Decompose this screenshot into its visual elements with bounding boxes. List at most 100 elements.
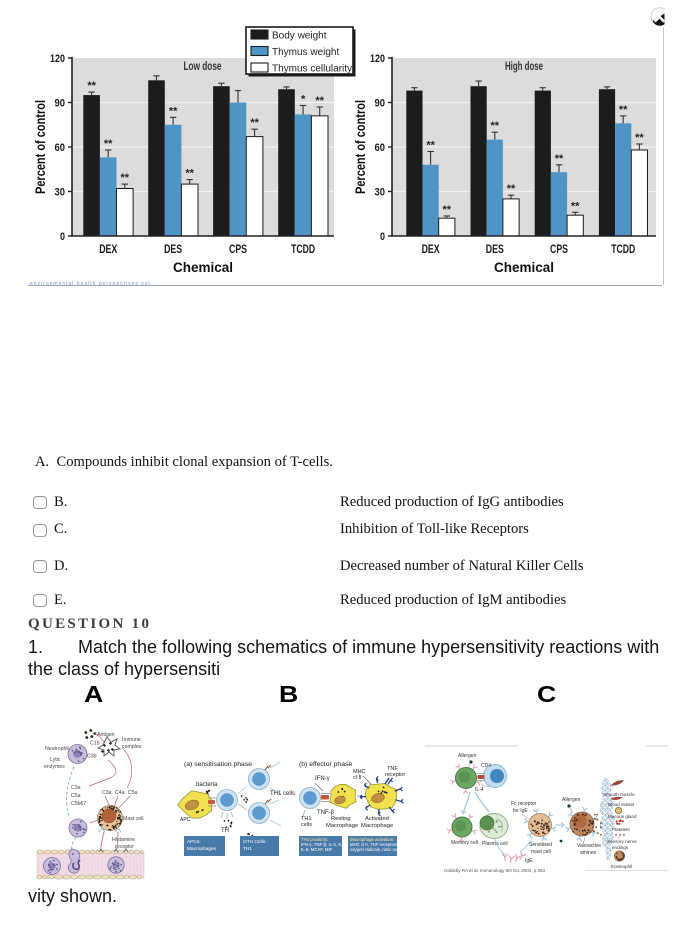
svg-text:30: 30 [375, 187, 386, 199]
svg-text:Thymus weight: Thymus weight [272, 47, 339, 58]
svg-text:Percent of control: Percent of control [33, 100, 48, 194]
svg-text:Platelets: Platelets [612, 827, 630, 832]
svg-text:Antigen: Antigen [97, 732, 115, 738]
svg-text:TCDD: TCDD [611, 244, 635, 256]
svg-text:C3a: C3a [71, 785, 81, 791]
svg-text:Percent of control: Percent of control [353, 100, 368, 194]
svg-text:TNF: TNF [387, 766, 398, 772]
svg-text:(a) sensitisation phase: (a) sensitisation phase [184, 761, 252, 768]
svg-text:for IgE: for IgE [513, 808, 528, 814]
svg-text:**: ** [426, 140, 435, 152]
svg-text:Chemical: Chemical [173, 260, 233, 275]
svg-text:Body weight: Body weight [272, 30, 327, 41]
svg-text:DEX: DEX [422, 244, 440, 256]
svg-text:120: 120 [50, 53, 65, 65]
svg-text:Low dose: Low dose [184, 61, 222, 73]
svg-text:DEX: DEX [99, 244, 117, 256]
svg-text:IFN-γ: IFN-γ [315, 776, 330, 782]
svg-text:C3b: C3b [87, 754, 97, 760]
svg-text:CD4: CD4 [481, 763, 491, 769]
svg-text:**: ** [87, 80, 96, 92]
svg-text:Goldsby RA et al. Immunology: Goldsby RA et al. Immunology 6th Ed, 200… [444, 868, 546, 873]
svg-text:bacteria: bacteria [196, 782, 218, 788]
svg-text:C3a: C3a [102, 790, 112, 796]
svg-text:receptor: receptor [115, 844, 134, 850]
svg-text:**: ** [121, 172, 130, 184]
svg-text:**: ** [635, 132, 644, 144]
svg-text:IgE: IgE [525, 858, 533, 864]
svg-text:**: ** [315, 95, 324, 107]
svg-text:Thymus cellularity: Thymus cellularity [272, 63, 352, 74]
svg-text:120: 120 [370, 53, 385, 65]
svg-text:Mucous gland: Mucous gland [608, 814, 637, 819]
svg-text:TH1 cells: TH1 cells [270, 791, 295, 797]
svg-text:Neutrophil: Neutrophil [45, 746, 69, 752]
svg-text:0: 0 [60, 231, 65, 243]
svg-text:Allergen: Allergen [562, 797, 581, 803]
svg-text:Histamine: Histamine [112, 837, 135, 843]
svg-text:High dose: High dose [505, 61, 543, 73]
svg-text:Blood vessel: Blood vessel [608, 802, 634, 807]
svg-text:**: ** [619, 104, 628, 116]
svg-text:**: ** [185, 168, 194, 180]
svg-text:Memory cell: Memory cell [451, 840, 478, 846]
svg-text:OTH Cells:: OTH Cells: [243, 839, 266, 845]
svg-text:*: * [301, 94, 306, 106]
svg-text:complex: complex [122, 744, 142, 750]
svg-text:Mast cell: Mast cell [123, 816, 143, 822]
svg-text:DES: DES [164, 244, 182, 256]
svg-text:IL-8, MCAF, MIF: IL-8, MCAF, MIF [301, 847, 333, 852]
svg-text:Activated: Activated [365, 816, 389, 822]
svg-text:TNF-β: TNF-β [317, 810, 335, 816]
svg-text:receptor: receptor [385, 772, 405, 778]
svg-text:C5b67: C5b67 [71, 801, 86, 807]
svg-text:MHC cl II, TNF receptors,: MHC cl II, TNF receptors, [350, 842, 399, 847]
svg-text:IFN-γ, TNF-β, IL-2, IL-3,: IFN-γ, TNF-β, IL-2, IL-3, [301, 842, 347, 847]
svg-text:Macrophage: Macrophage [326, 823, 358, 829]
svg-text:Immune: Immune [122, 737, 141, 743]
svg-text:TH1 products:: TH1 products: [301, 837, 328, 842]
svg-text:Sensory nerve: Sensory nerve [607, 839, 637, 844]
svg-text:Allergen: Allergen [458, 753, 477, 759]
svg-text:60: 60 [55, 142, 66, 154]
svg-text:amines: amines [580, 850, 597, 856]
svg-text:TH1: TH1 [243, 846, 252, 852]
svg-text:(b) effector phase: (b) effector phase [299, 761, 352, 768]
svg-text:**: ** [250, 117, 259, 129]
svg-text:CPS: CPS [229, 244, 247, 256]
svg-text:APCs:: APCs: [187, 839, 201, 845]
svg-text:Macrophage: Macrophage [361, 823, 393, 829]
svg-text:Vasoactive: Vasoactive [577, 843, 601, 849]
svg-text:C1b: C1b [90, 741, 100, 747]
svg-text:**: ** [443, 204, 452, 216]
svg-text:Macrophage activation:: Macrophage activation: [350, 837, 394, 842]
svg-text:cl II: cl II [353, 775, 362, 781]
svg-text:0: 0 [380, 231, 385, 243]
svg-text:Smooth muscle: Smooth muscle [603, 792, 635, 797]
svg-text:90: 90 [55, 98, 66, 110]
svg-text:30: 30 [55, 187, 66, 199]
svg-text:cells: cells [301, 822, 312, 828]
svg-text:Resting: Resting [331, 816, 351, 822]
svg-text:oxygen radicals, nitric oxide: oxygen radicals, nitric oxide [350, 847, 403, 852]
svg-text:90: 90 [375, 98, 386, 110]
svg-text:Chemical: Chemical [494, 260, 554, 275]
svg-text:Plasma cell: Plasma cell [482, 841, 508, 847]
svg-text:**: ** [491, 120, 500, 132]
svg-text:TH1: TH1 [301, 816, 311, 822]
svg-text:MHC: MHC [353, 769, 366, 775]
svg-text:IL-4: IL-4 [475, 787, 484, 793]
svg-text:TH: TH [221, 828, 229, 834]
svg-text:**: ** [571, 200, 580, 212]
svg-text:Fc receptor: Fc receptor [511, 801, 537, 807]
svg-text:mast cell: mast cell [531, 849, 551, 855]
svg-text:Lytic: Lytic [50, 757, 61, 763]
svg-text:C5a: C5a [71, 793, 81, 799]
svg-text:60: 60 [375, 142, 386, 154]
svg-text:**: ** [104, 138, 113, 150]
svg-text:C5a: C5a [128, 790, 138, 796]
svg-text:**: ** [555, 153, 564, 165]
svg-text:APC: APC [180, 817, 191, 823]
svg-text:**: ** [169, 105, 178, 117]
svg-text:C4a: C4a [115, 790, 125, 796]
